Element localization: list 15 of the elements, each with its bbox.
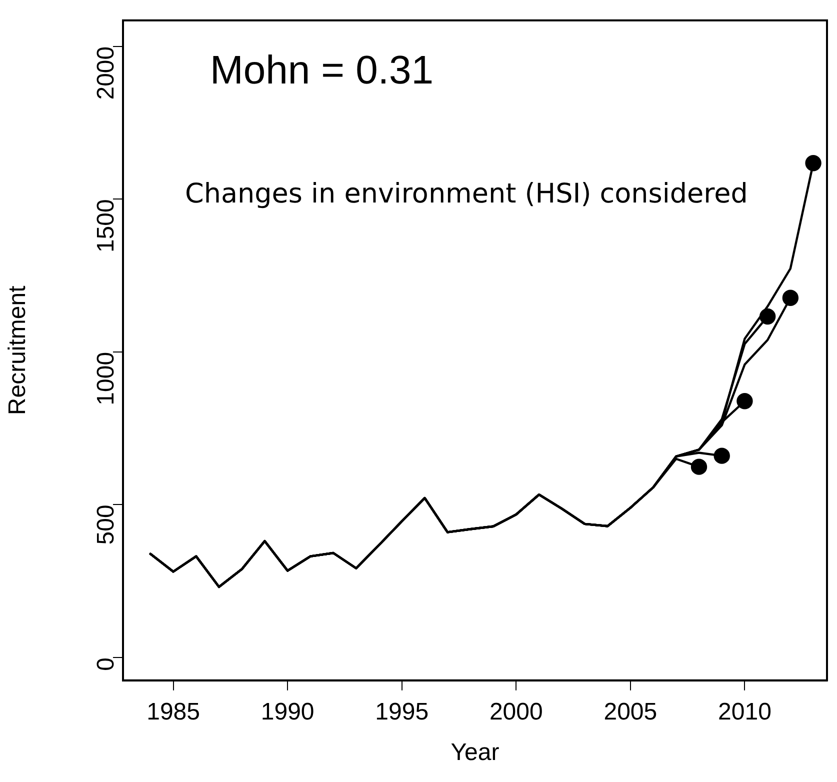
x-tick-label: 2010 — [718, 698, 772, 726]
y-axis-title: Recruitment — [4, 285, 32, 416]
x-tick-label: 1995 — [375, 698, 429, 726]
x-tick-label: 1985 — [146, 698, 200, 726]
annotation: Mohn = 0.31 — [210, 48, 434, 92]
x-tick-label: 2005 — [604, 698, 658, 726]
y-tick-label: 1500 — [92, 199, 120, 253]
annotation: Changes in environment (HSI) considered — [185, 178, 748, 210]
x-axis-title: Year — [450, 739, 500, 766]
y-tick-label: 2000 — [92, 46, 120, 100]
x-tick-label: 2000 — [489, 698, 543, 726]
y-tick-label: 1000 — [92, 352, 120, 406]
x-tick-label: 1990 — [260, 698, 314, 726]
y-tick-label: 0 — [92, 657, 120, 671]
y-tick-label: 500 — [92, 504, 120, 545]
